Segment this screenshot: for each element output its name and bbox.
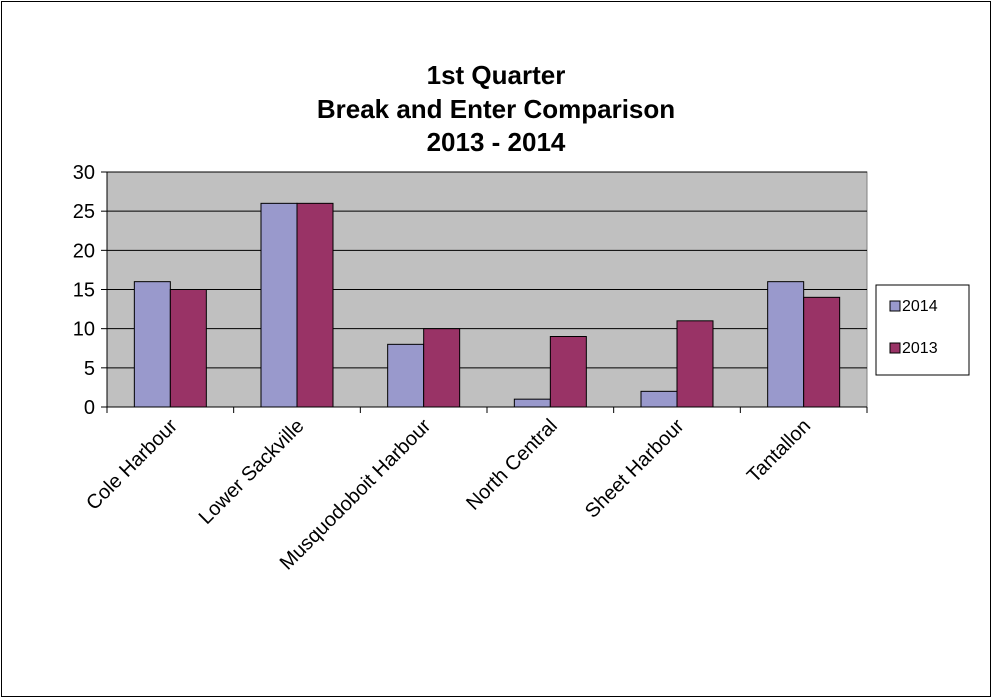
- legend: 2014 2013: [875, 284, 970, 376]
- y-tick-label-10: 10: [73, 319, 95, 341]
- legend-label-2013: 2013: [902, 340, 938, 357]
- y-tick-label-30: 30: [73, 162, 95, 184]
- chart-title: 1st Quarter Break and Enter Comparison 2…: [317, 60, 675, 157]
- bar-2014-cole-harbour: [133, 281, 171, 408]
- legend-swatch-2013: [889, 342, 901, 354]
- bar-2013-tantallon: [803, 296, 841, 408]
- y-tick-labels: 0 5 10 15 20 25 30: [73, 162, 95, 419]
- title-line-3: 2013 - 2014: [427, 127, 566, 157]
- bar-2013-cole-harbour: [169, 289, 207, 408]
- axes: [101, 171, 868, 413]
- y-tick-label-15: 15: [73, 280, 95, 302]
- y-tick-label-5: 5: [84, 358, 95, 380]
- x-category-label-sheet-harbour: Sheet Harbour: [581, 415, 689, 523]
- bar-2013-musquodoboit-harbour: [423, 328, 461, 408]
- gridlines: [107, 171, 867, 369]
- legend-label-2014: 2014: [902, 298, 938, 315]
- title-line-2: Break and Enter Comparison: [317, 94, 675, 124]
- y-tick-label-25: 25: [73, 201, 95, 223]
- bar-2013-sheet-harbour: [676, 320, 714, 408]
- x-category-label-north-central: North Central: [462, 415, 562, 515]
- legend-swatch-2014: [889, 300, 901, 312]
- bar-2014-musquodoboit-harbour: [387, 343, 425, 408]
- bar-2013-lower-sackville: [296, 202, 334, 408]
- bar-2014-tantallon: [767, 281, 805, 408]
- y-tick-label-0: 0: [84, 397, 95, 419]
- x-category-label-lower-sackville: Lower Sackville: [195, 415, 309, 529]
- x-category-labels: Cole Harbour Lower SackvilleMusquodoboit …: [82, 415, 815, 575]
- bar-2014-sheet-harbour: [640, 390, 678, 408]
- bar-2014-north-central: [513, 398, 551, 408]
- bar-2014-lower-sackville: [260, 202, 298, 408]
- x-category-label-tantallon: Tantallon: [743, 415, 815, 487]
- title-line-1: 1st Quarter: [427, 60, 566, 90]
- y-tick-label-20: 20: [73, 240, 95, 262]
- x-category-label-cole-harbour: Cole Harbour: [82, 415, 182, 515]
- bar-2013-north-central: [549, 336, 587, 408]
- legend-box: [875, 284, 970, 376]
- bars: [133, 202, 841, 408]
